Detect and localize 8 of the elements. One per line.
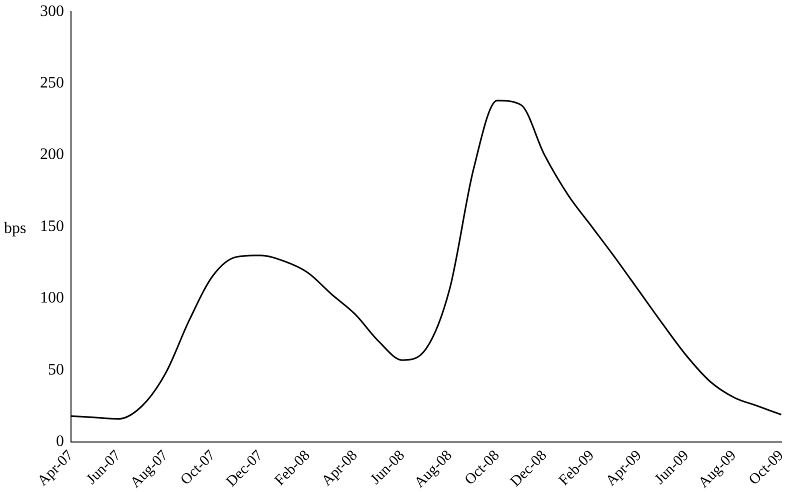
y-tick-label: 100	[40, 290, 64, 307]
y-axis-title: bps	[4, 220, 26, 237]
y-tick-label: 250	[40, 74, 64, 92]
y-tick-label: 200	[40, 146, 64, 164]
y-tick-label: 150	[40, 218, 64, 235]
y-tick-label: 300	[40, 2, 64, 20]
y-tick-label: 0	[56, 433, 64, 450]
y-tick-label: 50	[48, 361, 64, 378]
